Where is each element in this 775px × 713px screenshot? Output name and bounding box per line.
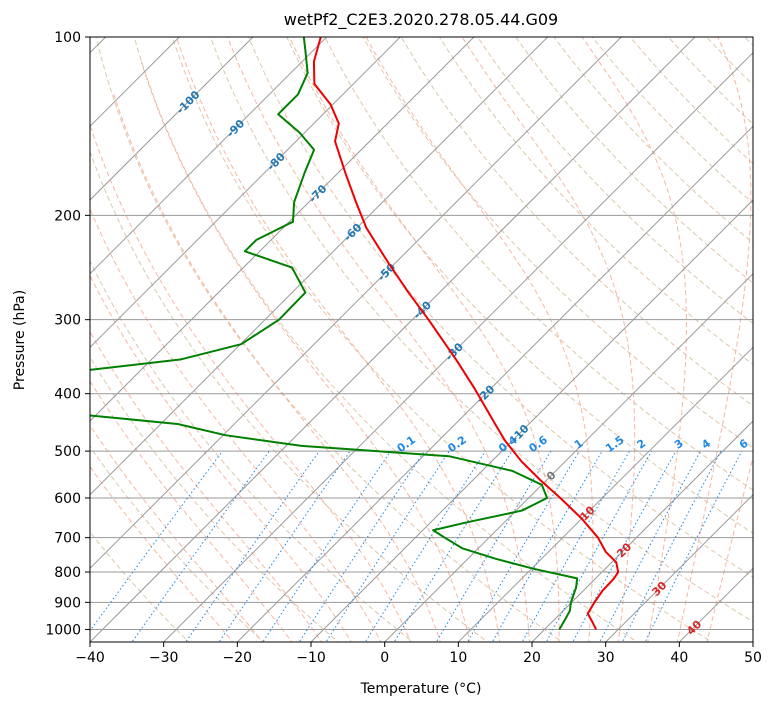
- mixing-ratio-line: [364, 450, 486, 642]
- axes: −40 −30 −20 −10 0 10 20 30 40 50 100 200 300 400 500 60…: [45, 30, 762, 666]
- moist-adiabat-line: [90, 274, 352, 642]
- mixing-ratio-line: [466, 450, 580, 642]
- plot-frame: [89, 36, 754, 643]
- temperature-line: [312, 37, 620, 630]
- x-tick-label: −10: [296, 650, 326, 666]
- moist-adiabat-line: [90, 424, 264, 642]
- dewpoint-line: [90, 37, 579, 630]
- x-tick-label: 30: [597, 650, 615, 666]
- isotherm-line: [90, 37, 696, 642]
- x-tick-label: 10: [449, 650, 467, 666]
- y-tick-label: 800: [54, 565, 81, 581]
- mixing-ratio-line: [218, 450, 351, 642]
- dry-adiabat-line: [286, 37, 753, 534]
- isotherm-line: [90, 37, 623, 570]
- mixing-ratio-line: [262, 450, 392, 642]
- dry-adiabat-line: [362, 37, 753, 449]
- y-axis-label: Pressure (hPa): [12, 290, 28, 390]
- moist-adiabat-line: [90, 123, 412, 642]
- chart-title: wetPf2_C2E3.2020.278.05.44.G09: [284, 10, 558, 30]
- y-tick-label: 400: [54, 387, 81, 403]
- y-tick-label: 200: [54, 208, 81, 224]
- x-axis-label: Temperature (°C): [360, 681, 482, 697]
- x-tick-label: 50: [744, 650, 762, 666]
- isotherm-line: [90, 37, 328, 275]
- dry-adiabat-line: [171, 37, 713, 642]
- isotherm-line: [236, 125, 753, 642]
- mixing-ratio-line: [325, 450, 450, 642]
- isotherm-line: [604, 493, 753, 642]
- moist-adiabat-line: [90, 207, 382, 642]
- y-tick-label: 700: [54, 531, 81, 547]
- x-tick-label: 40: [670, 650, 688, 666]
- y-tick-label: 500: [54, 444, 81, 460]
- x-tick-label: 20: [523, 650, 541, 666]
- mixing-ratio-line: [621, 450, 722, 642]
- isotherm-line: [90, 37, 181, 128]
- isotherm-line: [310, 199, 753, 642]
- moist-adiabat-line: [90, 465, 234, 642]
- mixing-ratio-line: [131, 450, 270, 642]
- profile-series: [90, 37, 620, 630]
- y-tick-label: 600: [54, 491, 81, 507]
- y-tick-label: 900: [54, 595, 81, 611]
- isotherm-line: [90, 37, 549, 496]
- mixing-ratio-line: [599, 450, 701, 642]
- dry-adiabat-line: [324, 37, 753, 491]
- isotherm-line: [162, 51, 753, 642]
- isotherm-line: [457, 346, 753, 642]
- y-tick-label: 100: [54, 30, 81, 46]
- isotherm-line: [90, 37, 254, 201]
- y-tick-label: 300: [54, 313, 81, 329]
- dry-adiabat-line: [90, 150, 489, 642]
- isotherm-line: [531, 420, 753, 642]
- mixing-ratio-line: [572, 450, 677, 642]
- x-tick-label: −20: [223, 650, 253, 666]
- x-tick-label: 0: [380, 650, 389, 666]
- mixing-ratio-line: [298, 450, 425, 642]
- isotherm-line: [90, 37, 402, 349]
- mixing-ratio-line: [90, 450, 223, 632]
- mixing-ratio-line: [393, 450, 513, 642]
- y-tick-label: 1000: [45, 622, 81, 638]
- background-lines: [90, 37, 753, 642]
- moist-adiabat-line: [90, 380, 293, 642]
- x-tick-label: −40: [75, 650, 105, 666]
- mixing-ratio-line: [185, 450, 320, 642]
- isotherm-line: [383, 272, 753, 642]
- isotherm-line: [90, 37, 475, 422]
- x-tick-label: −30: [149, 650, 179, 666]
- moist-adiabat-line: [113, 94, 441, 642]
- dry-adiabat-line: [438, 37, 753, 366]
